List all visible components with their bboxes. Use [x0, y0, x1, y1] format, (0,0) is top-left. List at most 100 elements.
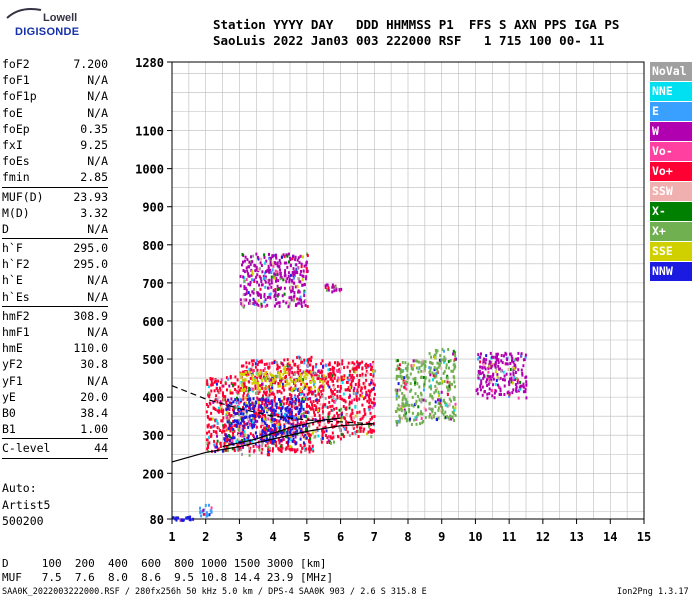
echo-point — [277, 287, 280, 291]
param-value: 20.0 — [80, 389, 108, 404]
echo-point — [401, 398, 404, 402]
echo-point — [239, 398, 242, 401]
echo-point — [369, 373, 372, 376]
echo-point — [287, 444, 290, 447]
echo-point — [264, 280, 267, 284]
echo-point — [298, 403, 301, 407]
echo-point — [514, 365, 517, 369]
echo-point — [262, 394, 264, 398]
param-value: 295.0 — [73, 241, 108, 256]
echo-point — [253, 401, 256, 405]
echo-point — [452, 375, 455, 379]
echo-point — [429, 369, 432, 373]
auto-version: 500200 — [2, 514, 44, 528]
echo-point — [233, 419, 236, 423]
echo-point — [442, 372, 445, 375]
echo-point — [279, 268, 281, 272]
echo-point — [291, 286, 294, 290]
echo-point — [246, 404, 249, 408]
echo-point — [261, 447, 264, 451]
echo-point — [343, 374, 346, 378]
echo-point — [348, 396, 351, 400]
echo-point — [345, 407, 348, 410]
echo-point — [373, 383, 376, 387]
echo-point — [236, 396, 238, 400]
echo-point — [500, 393, 502, 396]
echo-point — [276, 389, 279, 393]
echo-point — [434, 389, 437, 393]
echo-point — [506, 358, 509, 362]
echo-point — [300, 269, 302, 273]
echo-point — [319, 420, 322, 424]
echo-point — [249, 407, 252, 411]
echo-point — [263, 276, 265, 280]
echo-point — [268, 448, 271, 452]
echo-point — [491, 394, 494, 398]
echo-point — [414, 381, 416, 385]
echo-point — [449, 387, 452, 391]
echo-point — [397, 374, 400, 378]
echo-point — [258, 283, 261, 287]
echo-point — [255, 411, 257, 415]
echo-point — [525, 383, 528, 387]
echo-point — [219, 442, 222, 445]
echo-point — [265, 391, 268, 395]
echo-point — [264, 402, 267, 406]
echo-point — [302, 414, 305, 418]
echo-point — [341, 381, 344, 385]
echo-point — [209, 377, 212, 380]
echo-point — [309, 400, 312, 404]
echo-point — [319, 379, 322, 383]
echo-point — [429, 394, 432, 398]
echo-point — [405, 374, 408, 378]
echo-point — [356, 390, 359, 394]
echo-point — [264, 285, 267, 289]
echo-point — [233, 436, 236, 440]
echo-point — [244, 255, 247, 259]
param-row: foF1 N/A — [2, 72, 108, 88]
x-tick-label: 4 — [270, 530, 277, 544]
echo-point — [286, 371, 289, 375]
echo-point — [216, 398, 219, 402]
echo-point — [273, 428, 276, 432]
echo-point — [299, 273, 302, 277]
echo-point — [278, 441, 281, 445]
echo-point — [296, 421, 299, 425]
echo-point — [322, 364, 325, 368]
echo-point — [408, 407, 411, 411]
echo-point — [488, 392, 491, 396]
echo-point — [484, 361, 487, 365]
echo-point — [224, 398, 226, 402]
echo-point — [206, 442, 209, 446]
echo-point — [304, 303, 307, 307]
echo-point — [288, 369, 291, 373]
echo-point — [260, 451, 263, 455]
echo-point — [271, 410, 274, 414]
echo-point — [501, 361, 504, 365]
echo-point — [264, 298, 267, 302]
x-tick-label: 15 — [637, 530, 651, 544]
echo-point — [440, 377, 443, 380]
echo-point — [358, 397, 361, 401]
echo-point — [369, 417, 372, 421]
echo-point — [241, 263, 243, 267]
echo-point — [302, 399, 305, 403]
echo-point — [206, 425, 209, 429]
echo-point — [405, 380, 407, 384]
echo-point — [313, 436, 316, 440]
echo-point — [348, 402, 351, 406]
echo-point — [247, 272, 250, 276]
distance-muf-table: D 100 200 400 600 800 1000 1500 3000 [km… — [2, 557, 333, 585]
echo-point — [240, 376, 243, 380]
echo-point — [263, 398, 266, 402]
echo-point — [254, 365, 257, 369]
echo-point — [369, 428, 372, 432]
param-separator — [2, 238, 108, 240]
echo-point — [291, 427, 294, 431]
echo-point — [289, 273, 292, 277]
echo-point — [295, 416, 298, 420]
echo-point — [313, 404, 316, 407]
echo-point — [323, 430, 326, 434]
echo-point — [256, 363, 259, 366]
y-tick-label: 200 — [142, 467, 164, 481]
